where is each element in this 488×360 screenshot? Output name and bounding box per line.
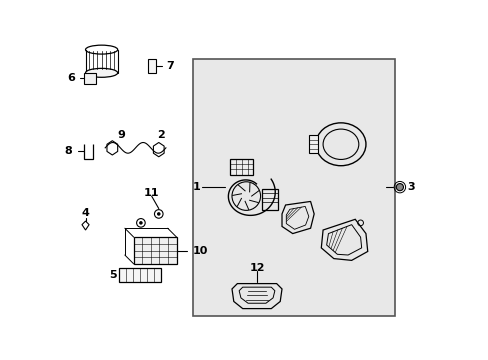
Text: 8: 8 (64, 147, 72, 157)
Bar (134, 237, 176, 264)
Text: 6: 6 (67, 73, 75, 83)
Bar (119, 268, 160, 282)
Text: 10: 10 (192, 246, 208, 256)
Circle shape (395, 184, 403, 191)
Text: 5: 5 (109, 270, 117, 280)
Text: 1: 1 (192, 182, 200, 192)
Text: 7: 7 (165, 61, 173, 71)
Text: 4: 4 (81, 208, 89, 218)
Text: 3: 3 (406, 182, 414, 192)
Bar (308, 135, 317, 153)
Bar (83, 73, 96, 84)
Text: 2: 2 (156, 130, 164, 140)
Ellipse shape (85, 68, 118, 77)
Circle shape (139, 221, 142, 225)
Text: 11: 11 (143, 188, 159, 198)
Text: 12: 12 (249, 262, 264, 273)
Text: 9: 9 (117, 130, 125, 140)
Bar (230, 158, 253, 175)
Bar (148, 59, 156, 73)
Bar (192, 59, 394, 316)
Circle shape (157, 212, 160, 216)
